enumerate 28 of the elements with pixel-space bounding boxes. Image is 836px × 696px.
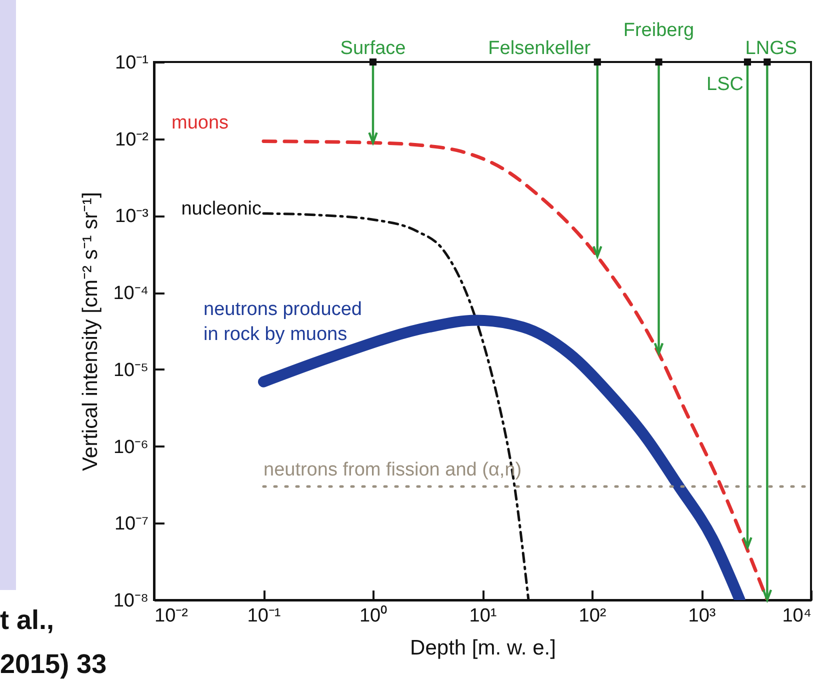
x-tick-label: 10⁰	[359, 604, 388, 626]
x-axis-title: Depth [m. w. e.]	[410, 636, 556, 660]
x-tick-label: 10¹	[469, 606, 497, 626]
text: t al.,	[0, 605, 54, 636]
y-tick-label: 10⁻²	[115, 129, 148, 150]
x-tick-label: 10³	[688, 606, 716, 626]
series-label: muons	[172, 112, 229, 134]
x-tick-label: 10²	[578, 606, 606, 626]
y-tick-label: 10⁻⁶	[114, 436, 148, 458]
x-tick-label: 10⁻²	[154, 606, 188, 626]
series-label: neutrons produced in rock by muons	[204, 298, 362, 345]
y-tick-label: 10⁻¹	[115, 52, 148, 74]
series-label: neutrons from fission and (α,n)	[264, 459, 522, 480]
annotation: Felsenkeller	[488, 38, 592, 59]
y-tick-label: 10⁻⁴	[113, 283, 148, 304]
text: 2015) 33	[0, 649, 107, 680]
y-tick-label: 10⁻⁸	[113, 590, 148, 612]
y-tick-label: 10⁻⁵	[113, 360, 148, 381]
annotation: LSC	[706, 74, 744, 95]
x-tick-label: 10⁻¹	[247, 606, 281, 626]
y-axis-title: Vertical intensity [cm⁻² s⁻¹ sr⁻¹]	[79, 192, 102, 471]
annotation: LNGS	[745, 38, 798, 59]
legend-label: nucleonic	[181, 198, 262, 220]
x-tick-label: 10⁴	[782, 606, 812, 626]
annotation: Surface	[340, 38, 406, 59]
y-tick-label: 10⁻⁷	[114, 514, 149, 535]
y-tick-label: 10⁻³	[115, 206, 148, 228]
annotation: Freiberg	[623, 20, 694, 41]
